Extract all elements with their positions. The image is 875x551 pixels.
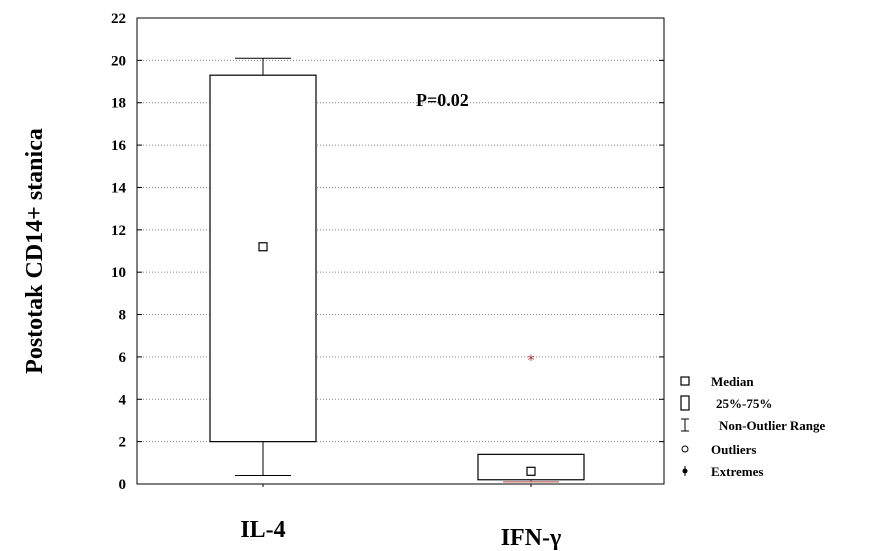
category-labels: IL-4 IFN-γ <box>240 517 561 551</box>
p-value-annotation: P=0.02 <box>416 90 469 110</box>
y-tick-label: 0 <box>119 477 127 493</box>
box-IFN-γ: * <box>477 353 585 487</box>
y-axis: 0 2 4 6 8 10 12 14 16 18 20 22 <box>111 11 664 493</box>
median-marker <box>258 242 268 252</box>
legend-symbol <box>681 418 689 432</box>
category-label: IL-4 <box>240 517 285 543</box>
legend-label: Outliers <box>711 442 757 457</box>
y-tick-label: 2 <box>119 435 127 451</box>
boxes: * <box>209 57 585 487</box>
box-IL-4 <box>209 57 317 487</box>
y-tick-label: 16 <box>111 138 127 154</box>
legend: Median 25%-75% Non-Outlier Range Outliers Ex… <box>680 374 826 479</box>
legend-symbol <box>680 395 690 411</box>
y-tick-label: 14 <box>111 180 127 196</box>
y-axis-label: Postotak CD14+ stanica <box>22 128 48 374</box>
category-label: IFN-γ <box>501 525 562 551</box>
y-tick-label: 12 <box>111 223 126 239</box>
y-tick-label: 20 <box>111 53 126 69</box>
y-tick-label: 6 <box>119 350 127 366</box>
legend-label: Non-Outlier Range <box>719 418 826 433</box>
y-tick-label: 10 <box>111 265 126 281</box>
legend-symbol <box>682 466 688 476</box>
extreme-marker: * <box>528 353 535 369</box>
median-marker <box>526 466 536 476</box>
legend-label: 25%-75% <box>716 396 772 411</box>
y-tick-label: 8 <box>119 308 127 324</box>
legend-label: Median <box>711 374 754 389</box>
y-tick-label: 18 <box>111 96 126 112</box>
legend-label: Extremes <box>711 464 763 479</box>
legend-symbol <box>681 445 689 453</box>
y-tick-label: 4 <box>119 392 127 408</box>
box-iqr <box>209 74 317 443</box>
y-tick-label: 22 <box>111 11 126 27</box>
plot-frame <box>136 17 665 485</box>
legend-symbol <box>680 376 690 386</box>
